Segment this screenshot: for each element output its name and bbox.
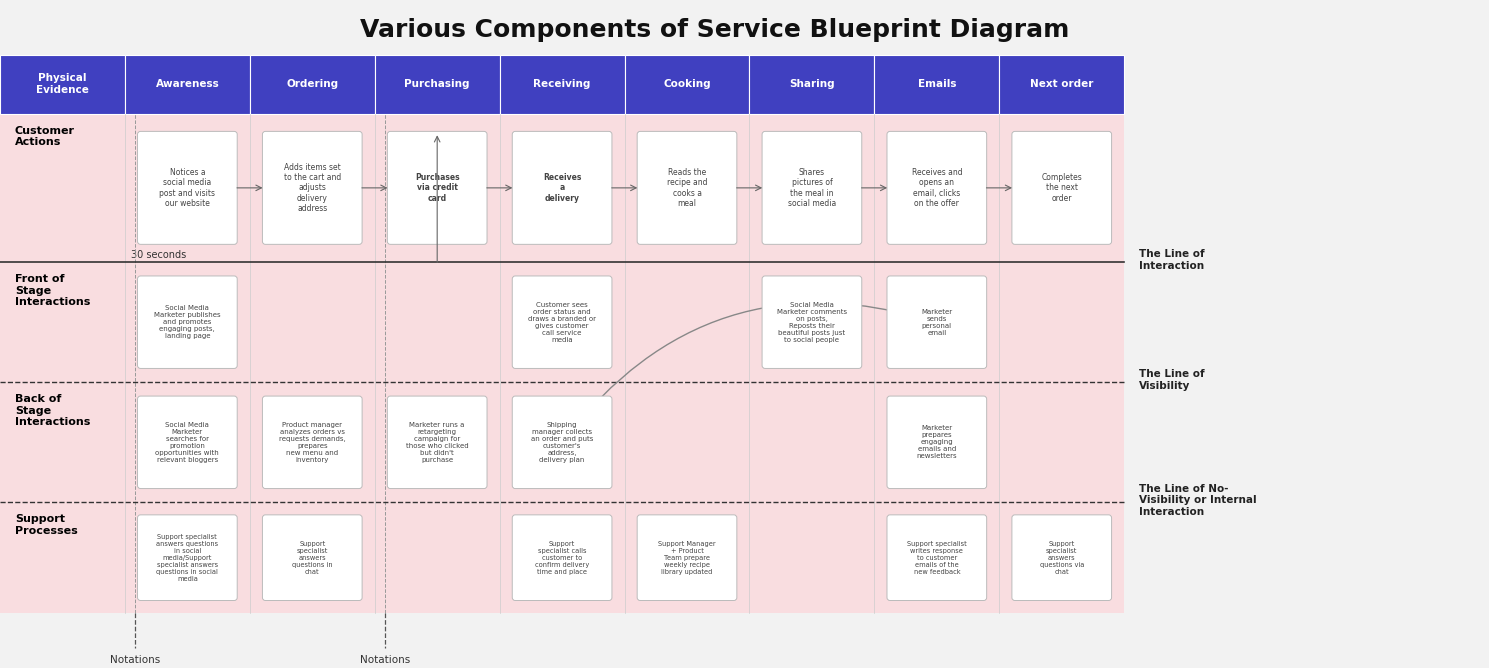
FancyBboxPatch shape <box>887 276 987 369</box>
FancyBboxPatch shape <box>262 515 362 601</box>
Bar <box>0 114 1124 262</box>
Text: Various Components of Service Blueprint Diagram: Various Components of Service Blueprint … <box>360 18 1069 42</box>
FancyBboxPatch shape <box>387 396 487 488</box>
Bar <box>500 55 624 114</box>
Text: Marketer
sends
personal
email: Marketer sends personal email <box>922 309 953 336</box>
Text: Customer
Actions: Customer Actions <box>15 126 74 147</box>
FancyBboxPatch shape <box>512 132 612 244</box>
FancyBboxPatch shape <box>137 132 237 244</box>
Bar <box>250 55 375 114</box>
FancyBboxPatch shape <box>262 132 362 244</box>
Bar <box>749 55 874 114</box>
Bar <box>0 382 1124 502</box>
Bar <box>125 55 250 114</box>
FancyBboxPatch shape <box>512 396 612 488</box>
Text: Purchases
via credit
card: Purchases via credit card <box>415 173 460 203</box>
Text: Support specialist
writes response
to customer
emails of the
new feedback: Support specialist writes response to cu… <box>907 540 966 574</box>
Bar <box>0 502 1124 613</box>
Text: Front of
Stage
Interactions: Front of Stage Interactions <box>15 274 91 307</box>
Text: Receiving: Receiving <box>533 79 591 90</box>
Text: Social Media
Marketer
searches for
promotion
opportunities with
relevant blogger: Social Media Marketer searches for promo… <box>155 422 219 463</box>
FancyBboxPatch shape <box>1013 132 1112 244</box>
FancyBboxPatch shape <box>887 132 987 244</box>
Text: Product manager
analyzes orders vs
requests demands,
prepares
new menu and
inven: Product manager analyzes orders vs reque… <box>278 422 345 463</box>
Text: Shares
pictures of
the meal in
social media: Shares pictures of the meal in social me… <box>788 168 835 208</box>
Bar <box>874 55 999 114</box>
Text: Back of
Stage
Interactions: Back of Stage Interactions <box>15 394 91 428</box>
Bar <box>999 55 1124 114</box>
Text: Support
specialist calls
customer to
confirm delivery
time and place: Support specialist calls customer to con… <box>535 540 590 574</box>
Text: Support specialist
answers questions
in social
media/Support
specialist answers
: Support specialist answers questions in … <box>156 534 219 582</box>
Text: Receives
a
delivery: Receives a delivery <box>543 173 581 203</box>
Text: Marketer
prepares
engaging
emails and
newsletters: Marketer prepares engaging emails and ne… <box>917 426 957 460</box>
Text: Support
specialist
answers
questions via
chat: Support specialist answers questions via… <box>1039 540 1084 574</box>
FancyBboxPatch shape <box>137 515 237 601</box>
FancyBboxPatch shape <box>512 276 612 369</box>
Text: Physical
Evidence: Physical Evidence <box>36 73 89 95</box>
FancyBboxPatch shape <box>137 276 237 369</box>
Text: The Line of No-
Visibility or Internal
Interaction: The Line of No- Visibility or Internal I… <box>1139 484 1257 517</box>
Text: Sharing: Sharing <box>789 79 835 90</box>
FancyBboxPatch shape <box>762 132 862 244</box>
Text: Awareness: Awareness <box>155 79 219 90</box>
Text: Adds items set
to the cart and
adjusts
delivery
address: Adds items set to the cart and adjusts d… <box>283 162 341 213</box>
FancyBboxPatch shape <box>262 396 362 488</box>
Bar <box>624 55 749 114</box>
Bar <box>0 55 125 114</box>
FancyBboxPatch shape <box>887 396 987 488</box>
Text: The Line of
Interaction: The Line of Interaction <box>1139 249 1205 271</box>
FancyBboxPatch shape <box>637 515 737 601</box>
Text: Cooking: Cooking <box>663 79 710 90</box>
Text: Marketer runs a
retargeting
campaign for
those who clicked
but didn't
purchase: Marketer runs a retargeting campaign for… <box>406 422 469 463</box>
Text: Support
specialist
answers
questions in
chat: Support specialist answers questions in … <box>292 540 332 574</box>
Text: Social Media
Marketer publishes
and promotes
engaging posts,
landing page: Social Media Marketer publishes and prom… <box>153 305 220 339</box>
Text: Purchasing: Purchasing <box>405 79 471 90</box>
Text: Completes
the next
order: Completes the next order <box>1041 173 1083 203</box>
FancyBboxPatch shape <box>512 515 612 601</box>
FancyBboxPatch shape <box>637 132 737 244</box>
FancyBboxPatch shape <box>137 396 237 488</box>
Text: Receives and
opens an
email, clicks
on the offer: Receives and opens an email, clicks on t… <box>911 168 962 208</box>
Text: The Line of
Visibility: The Line of Visibility <box>1139 369 1205 391</box>
FancyBboxPatch shape <box>1013 515 1112 601</box>
Text: Support Manager
+ Product
Team prepare
weekly recipe
library updated: Support Manager + Product Team prepare w… <box>658 540 716 574</box>
FancyBboxPatch shape <box>387 132 487 244</box>
Text: Reads the
recipe and
cooks a
meal: Reads the recipe and cooks a meal <box>667 168 707 208</box>
Text: Ordering: Ordering <box>286 79 338 90</box>
Text: 30 seconds: 30 seconds <box>131 250 186 260</box>
Bar <box>0 262 1124 382</box>
Text: Social Media
Marketer comments
on posts,
Reposts their
beautiful posts just
to s: Social Media Marketer comments on posts,… <box>777 302 847 343</box>
Text: Support
Processes: Support Processes <box>15 514 77 536</box>
FancyBboxPatch shape <box>887 515 987 601</box>
Text: Shipping
manager collects
an order and puts
customer's
address,
delivery plan: Shipping manager collects an order and p… <box>532 422 593 463</box>
Text: Notations: Notations <box>360 655 409 665</box>
Text: Notations: Notations <box>110 655 159 665</box>
Text: Customer sees
order status and
draws a branded or
gives customer
call service
me: Customer sees order status and draws a b… <box>529 302 596 343</box>
Text: Notices a
social media
post and visits
our website: Notices a social media post and visits o… <box>159 168 216 208</box>
Text: Emails: Emails <box>917 79 956 90</box>
Bar <box>375 55 500 114</box>
Text: Next order: Next order <box>1030 79 1093 90</box>
FancyBboxPatch shape <box>762 276 862 369</box>
